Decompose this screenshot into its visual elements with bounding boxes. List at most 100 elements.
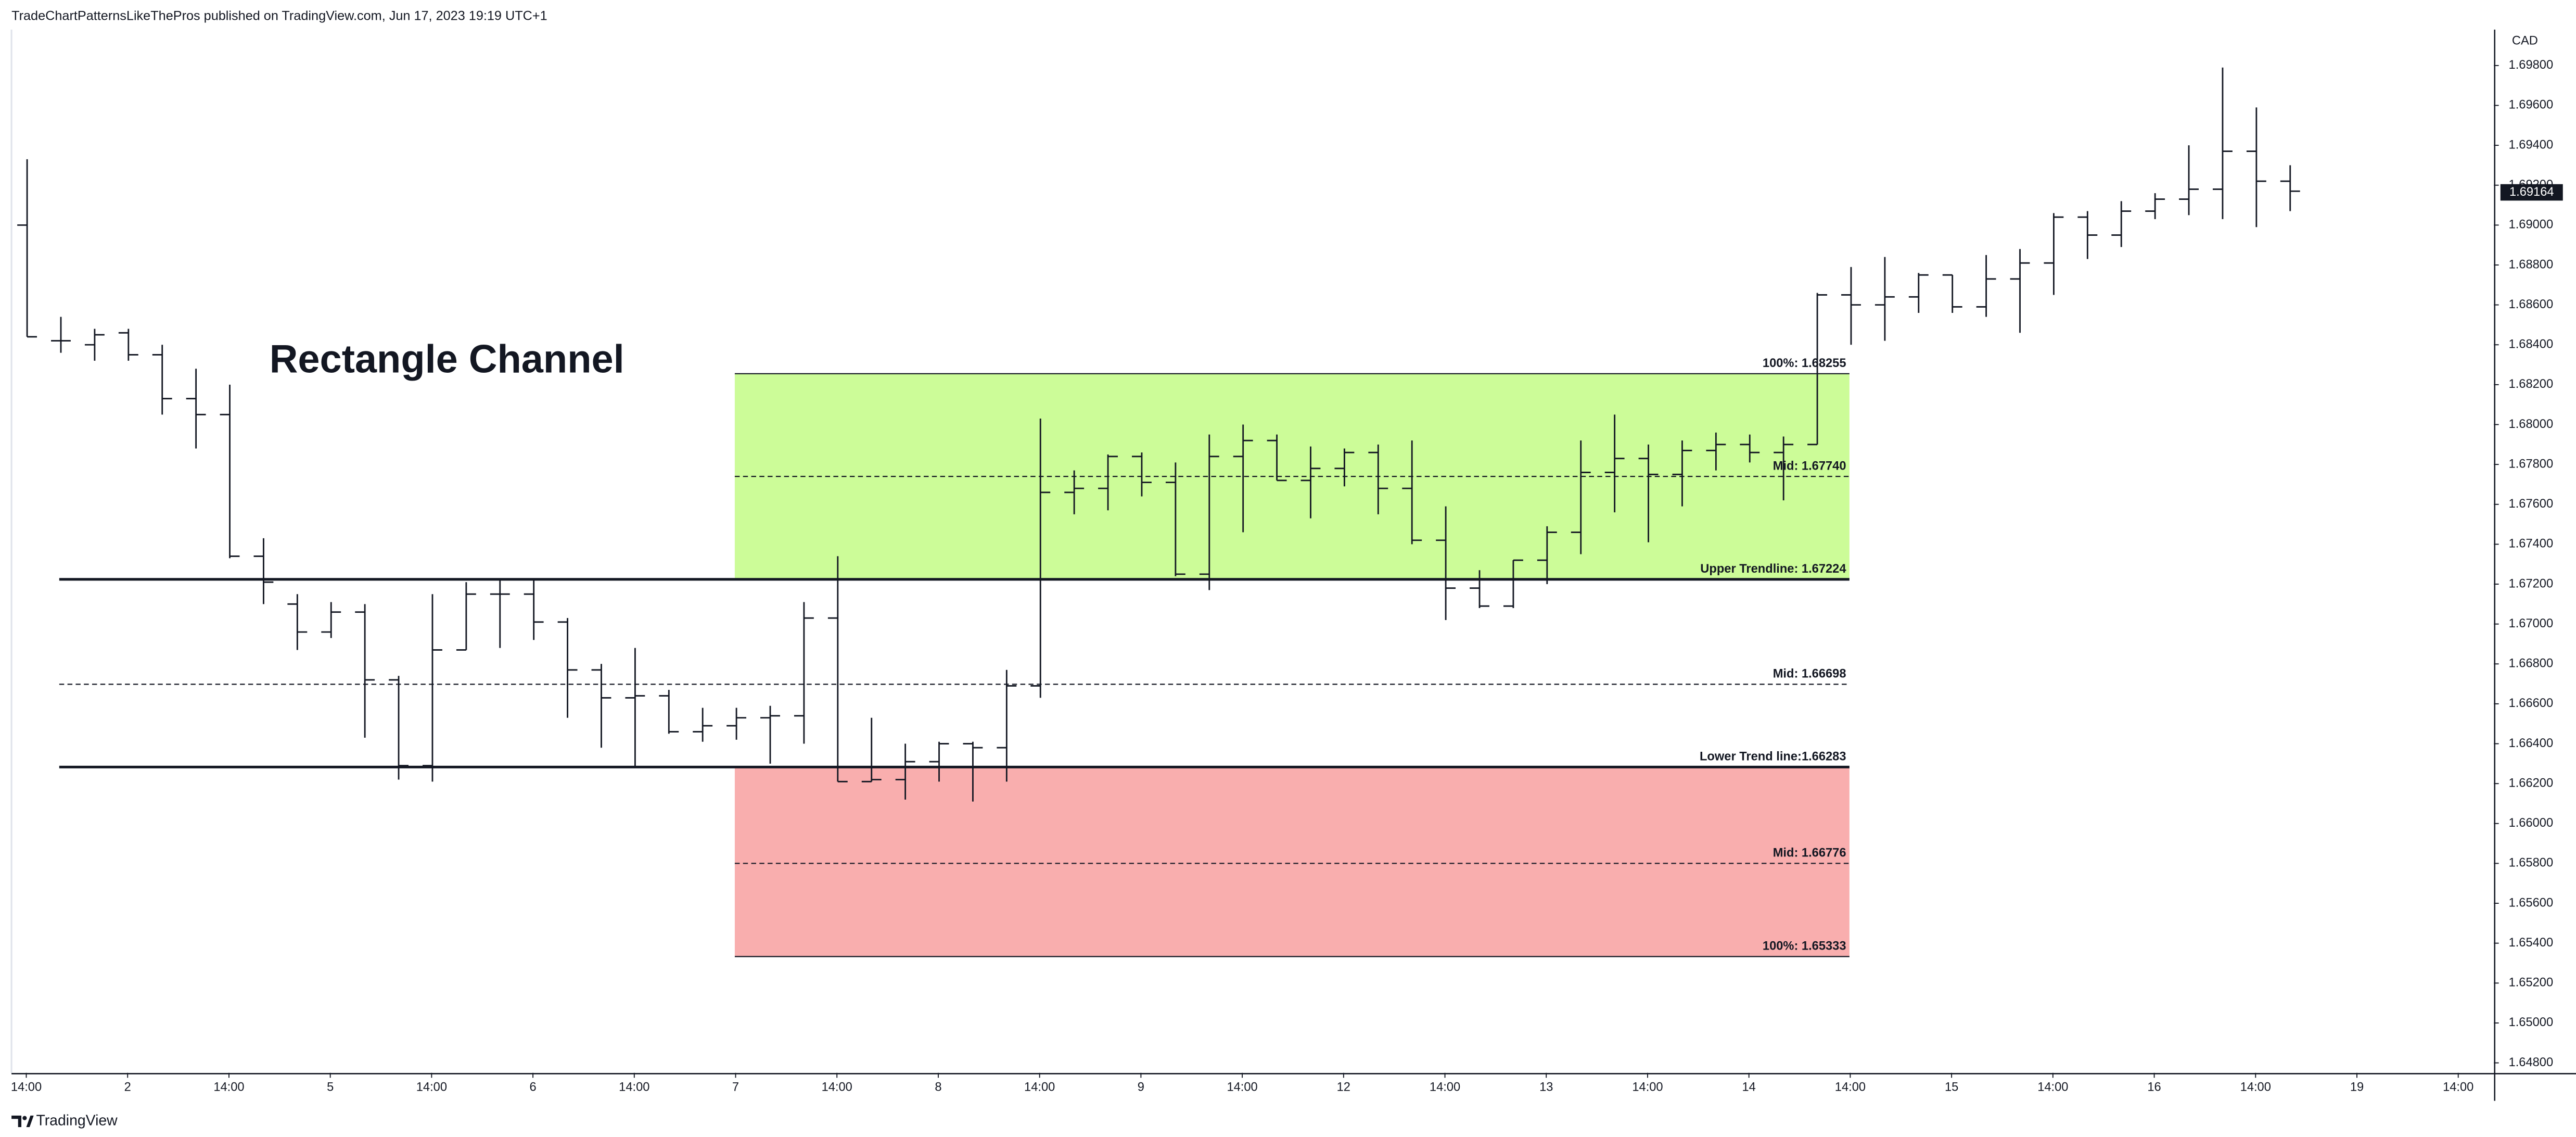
y-tick-label: 1.66000 — [2509, 816, 2554, 830]
x-tick-label: 14:00 — [1430, 1080, 1460, 1094]
logo — [11, 1115, 34, 1128]
ohlc-bar — [1672, 440, 1692, 507]
ohlc-bar — [1537, 526, 1557, 585]
y-tick-label: 1.65200 — [2509, 976, 2554, 990]
y-tick-label: 1.66200 — [2509, 776, 2554, 790]
x-tick-label: 14:00 — [1227, 1080, 1257, 1094]
ohlc-bar — [2044, 213, 2064, 295]
y-tick-label: 1.65800 — [2509, 856, 2554, 870]
footer-brand: TradingView — [36, 1112, 118, 1129]
ohlc-bar — [659, 690, 679, 734]
last-price-label: 1.69164 — [2509, 185, 2554, 199]
y-tick-label: 1.69600 — [2509, 98, 2554, 112]
ohlc-bar — [1064, 470, 1085, 514]
level-label: 100%: 1.65333 — [1763, 940, 1846, 953]
y-tick-label: 1.68000 — [2509, 418, 2554, 431]
ohlc-bar — [1874, 257, 1895, 341]
ohlc-bar — [2077, 211, 2098, 259]
level-label: 100%: 1.68255 — [1763, 357, 1846, 370]
y-tick-label: 1.67000 — [2509, 617, 2554, 630]
x-tick-label: 14:00 — [1835, 1080, 1866, 1094]
y-tick-label: 1.65600 — [2509, 896, 2554, 909]
x-tick-label: 5 — [327, 1080, 334, 1094]
ohlc-bar — [1300, 446, 1321, 519]
x-tick-label: 14:00 — [11, 1080, 42, 1094]
ohlc-bar — [1571, 440, 1591, 554]
ohlc-bar — [456, 582, 476, 651]
x-tick-label: 6 — [530, 1080, 537, 1094]
ohlc-bar — [1470, 570, 1489, 609]
ohlc-bar — [625, 648, 645, 768]
ohlc-bar — [152, 345, 172, 415]
x-tick-label: 14:00 — [2443, 1080, 2473, 1094]
level-label: Upper Trendline: 1.67224 — [1700, 562, 1846, 576]
ohlc-bar — [1706, 432, 1726, 471]
ohlc-bar — [2179, 145, 2199, 216]
ohlc-bar — [1436, 506, 1456, 620]
ohlc-bar — [389, 676, 409, 780]
ohlc-bar — [2111, 201, 2132, 247]
ohlc-bar — [1942, 274, 1962, 313]
y-tick-label: 1.68400 — [2509, 338, 2554, 351]
ohlc-bar — [1638, 444, 1659, 542]
ohlc-bar — [1233, 424, 1253, 533]
y-tick-label: 1.67600 — [2509, 497, 2554, 511]
y-tick-label: 1.69800 — [2509, 58, 2554, 72]
ohlc-bar — [861, 717, 882, 782]
ohlc-bar — [963, 741, 983, 802]
ohlc-bar — [220, 384, 240, 559]
ohlc-bar — [84, 329, 105, 361]
last-price-box — [2500, 184, 2563, 201]
ohlc-bar — [2246, 107, 2266, 228]
ohlc-bar — [287, 594, 308, 650]
x-tick-label: 16 — [2147, 1080, 2161, 1094]
ohlc-bar — [1807, 293, 1828, 446]
level-label: Mid: 1.66776 — [1773, 847, 1846, 860]
y-tick-label: 1.69400 — [2509, 138, 2554, 151]
x-tick-label: 14:00 — [2037, 1080, 2068, 1094]
zone — [734, 767, 1850, 957]
ohlc-bar — [794, 602, 814, 744]
ohlc-bar — [1132, 452, 1152, 497]
y-tick-label: 1.64800 — [2509, 1056, 2554, 1069]
y-tick-label: 1.68600 — [2509, 298, 2554, 311]
level-label: Mid: 1.67740 — [1773, 459, 1846, 473]
x-tick-label: 9 — [1138, 1080, 1144, 1094]
ohlc-bar — [1774, 436, 1794, 501]
level-label: Mid: 1.66698 — [1773, 667, 1846, 681]
x-tick-label: 7 — [732, 1080, 739, 1094]
header: TradeChartPatternsLikeThePros published … — [11, 8, 547, 23]
logo-mark — [26, 1115, 34, 1128]
y-axis-label: CAD — [2512, 34, 2538, 47]
ohlc-bar — [726, 708, 747, 740]
ohlc-bar — [2213, 67, 2233, 219]
ohlc-bar — [321, 602, 341, 638]
ohlc-bar — [51, 317, 71, 353]
y-tick-label: 1.67800 — [2509, 457, 2554, 471]
x-tick-label: 14:00 — [416, 1080, 447, 1094]
x-tick-label: 12 — [1337, 1080, 1350, 1094]
ohlc-bar — [1165, 462, 1185, 576]
ohlc-bar — [1402, 440, 1422, 545]
ohlc-bar — [760, 705, 780, 764]
x-tick-label: 2 — [124, 1080, 131, 1094]
logo-dot — [22, 1116, 27, 1120]
x-tick-label: 19 — [2350, 1080, 2364, 1094]
x-tick-label: 14:00 — [1632, 1080, 1663, 1094]
y-tick-label: 1.67200 — [2509, 577, 2554, 590]
y-tick-label: 1.65400 — [2509, 936, 2554, 950]
ohlc-bar — [2145, 193, 2165, 219]
ohlc-bar — [1199, 434, 1219, 590]
ohlc-bar — [118, 329, 138, 361]
ohlc-bar — [17, 159, 37, 338]
ohlc-bar — [2280, 165, 2300, 211]
y-tick-label: 1.65000 — [2509, 1016, 2554, 1029]
y-tick-label: 1.68200 — [2509, 377, 2554, 391]
ohlc-bar — [1334, 448, 1355, 487]
ohlc-bar — [1098, 454, 1118, 511]
x-tick-label: 14:00 — [822, 1080, 852, 1094]
ohlc-bar — [490, 580, 510, 648]
ohlc-bar — [1841, 267, 1861, 345]
ohlc-bar — [997, 669, 1017, 782]
